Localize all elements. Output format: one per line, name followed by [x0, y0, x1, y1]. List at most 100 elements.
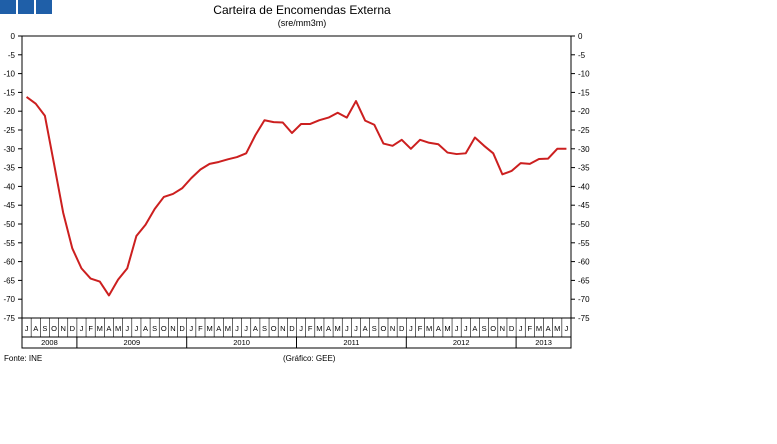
x-tick-label-month: J: [80, 324, 84, 333]
chart-credit: (Gráfico: GEE): [283, 354, 336, 363]
y-tick-label-right: -35: [578, 164, 590, 173]
x-tick-label-month: J: [409, 324, 413, 333]
x-tick-label-month: O: [51, 324, 57, 333]
x-tick-label-month: N: [390, 324, 395, 333]
chart-axes: 0 0 -5 -5 -10 -10 -15 -15 -20 -20 -25 -25 -30 -30 -35 -…: [3, 32, 590, 349]
x-tick-label-month: J: [189, 324, 193, 333]
y-tick-label-right: -30: [578, 145, 590, 154]
x-tick-label-month: J: [235, 324, 239, 333]
x-tick-label-month: N: [170, 324, 175, 333]
x-tick-label-month: J: [455, 324, 459, 333]
y-tick-label-right: -10: [578, 70, 590, 79]
x-tick-label-month: A: [143, 324, 148, 333]
x-tick-label-month: A: [546, 324, 551, 333]
x-tick-label-month: M: [554, 324, 560, 333]
y-tick-label-left: -55: [3, 239, 15, 248]
logo-block-1: [0, 0, 16, 14]
x-tick-label-month: M: [316, 324, 322, 333]
x-tick-label-month: J: [345, 324, 349, 333]
y-tick-label-left: -10: [3, 70, 15, 79]
x-tick-label-year: 2013: [535, 338, 552, 347]
x-tick-label-month: D: [289, 324, 295, 333]
x-tick-label-year: 2012: [453, 338, 470, 347]
x-tick-label-month: J: [25, 324, 29, 333]
y-tick-label-right: -20: [578, 107, 590, 116]
x-tick-label-month: O: [490, 324, 496, 333]
x-tick-label-month: M: [536, 324, 542, 333]
chart-series: [25, 96, 567, 297]
y-tick-label-left: -25: [3, 126, 15, 135]
x-tick-label-month: F: [198, 324, 203, 333]
y-tick-label-right: -65: [578, 276, 590, 285]
y-tick-label-left: -50: [3, 220, 15, 229]
x-tick-label-month: J: [135, 324, 139, 333]
x-tick-label-month: F: [88, 324, 93, 333]
y-tick-label-left: -35: [3, 164, 15, 173]
y-tick-label-left: -45: [3, 201, 15, 210]
x-tick-label-month: M: [335, 324, 341, 333]
y-tick-label-left: -5: [8, 51, 16, 60]
x-tick-label-month: S: [152, 324, 157, 333]
y-tick-label-right: -5: [578, 51, 586, 60]
y-tick-label-right: -45: [578, 201, 590, 210]
x-tick-label-month: A: [216, 324, 221, 333]
x-tick-label-month: J: [299, 324, 303, 333]
x-tick-label-month: O: [161, 324, 167, 333]
x-tick-label-month: F: [528, 324, 533, 333]
y-tick-label-left: -65: [3, 276, 15, 285]
plot-frame: [21, 35, 572, 349]
x-tick-label-month: S: [42, 324, 47, 333]
source-note: Fonte: INE: [4, 354, 43, 363]
x-tick-label-year: 2010: [233, 338, 250, 347]
x-tick-label-month: A: [436, 324, 441, 333]
y-tick-label-right: -75: [578, 314, 590, 323]
x-tick-label-month: N: [500, 324, 505, 333]
x-tick-label-month: S: [482, 324, 487, 333]
chart-title: Carteira de Encomendas Externa: [213, 3, 391, 17]
y-tick-label-right: -55: [578, 239, 590, 248]
x-tick-label-month: M: [225, 324, 231, 333]
x-tick-label-month: S: [372, 324, 377, 333]
x-tick-label-month: S: [262, 324, 267, 333]
y-tick-label-right: -25: [578, 126, 590, 135]
x-tick-label-month: A: [472, 324, 477, 333]
x-tick-label-year: 2009: [123, 338, 140, 347]
logo: [0, 0, 52, 14]
x-tick-label-month: A: [106, 324, 111, 333]
x-tick-label-month: A: [363, 324, 368, 333]
x-tick-label-month: D: [179, 324, 185, 333]
y-tick-label-right: -60: [578, 258, 590, 267]
y-tick-label-left: -75: [3, 314, 15, 323]
x-tick-label-month: M: [444, 324, 450, 333]
y-tick-label-right: -50: [578, 220, 590, 229]
y-tick-label-right: -40: [578, 182, 590, 191]
series-line: [25, 96, 567, 297]
x-tick-label-month: A: [326, 324, 331, 333]
y-tick-label-right: -70: [578, 295, 590, 304]
logo-block-2: [18, 0, 34, 14]
x-tick-label-month: D: [70, 324, 76, 333]
x-tick-label-year: 2008: [41, 338, 58, 347]
x-tick-label-month: J: [464, 324, 468, 333]
y-tick-label-right: -15: [578, 88, 590, 97]
y-tick-label-left: -30: [3, 145, 15, 154]
x-tick-label-month: A: [253, 324, 258, 333]
x-tick-label-month: O: [271, 324, 277, 333]
x-tick-label-month: M: [115, 324, 121, 333]
y-tick-label-right: 0: [578, 32, 583, 41]
y-tick-label-left: -20: [3, 107, 15, 116]
y-tick-label-left: -70: [3, 295, 15, 304]
x-tick-label-month: J: [354, 324, 358, 333]
x-tick-label-year: 2011: [343, 338, 359, 347]
x-tick-label-month: J: [125, 324, 129, 333]
x-tick-label-month: N: [60, 324, 65, 333]
x-tick-label-month: J: [519, 324, 523, 333]
x-tick-label-month: O: [381, 324, 387, 333]
x-tick-label-month: F: [418, 324, 423, 333]
y-tick-label-left: 0: [11, 32, 16, 41]
x-tick-label-month: M: [426, 324, 432, 333]
x-tick-label-month: J: [565, 324, 569, 333]
y-tick-label-left: -40: [3, 182, 15, 191]
logo-block-3: [36, 0, 52, 14]
